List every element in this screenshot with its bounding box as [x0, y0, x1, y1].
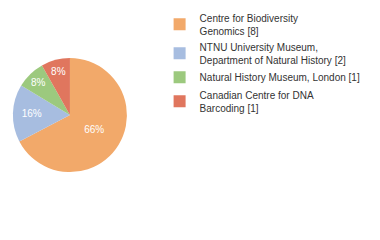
svg-text:8%: 8%	[51, 66, 66, 77]
svg-text:66%: 66%	[84, 124, 104, 135]
svg-text:Centre for BiodiversityGenomic: Centre for BiodiversityGenomics [8]	[200, 13, 298, 37]
svg-text:NTNU University Museum,Departm: NTNU University Museum,Department of Nat…	[200, 42, 346, 66]
svg-text:Canadian Centre for DNABarcodi: Canadian Centre for DNABarcoding [1]	[200, 90, 314, 114]
svg-text:Natural History Museum, London: Natural History Museum, London [1]	[200, 72, 360, 83]
svg-text:8%: 8%	[31, 77, 46, 88]
svg-text:16%: 16%	[22, 108, 42, 119]
